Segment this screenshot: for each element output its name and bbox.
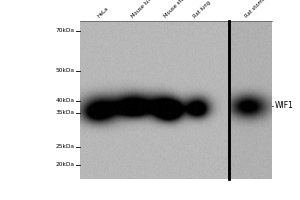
Text: 20kDa: 20kDa: [56, 162, 75, 168]
Text: Mouse stomach: Mouse stomach: [163, 0, 196, 19]
Text: Mouse lung: Mouse lung: [130, 0, 155, 19]
Text: WIF1: WIF1: [274, 102, 293, 110]
Text: 50kDa: 50kDa: [56, 68, 75, 73]
Text: Rat lung: Rat lung: [193, 0, 212, 19]
Text: 40kDa: 40kDa: [56, 98, 75, 104]
Text: HeLa: HeLa: [97, 6, 110, 19]
Bar: [230, 21, 272, 179]
Text: Rat stomach: Rat stomach: [244, 0, 271, 19]
Bar: [80, 21, 228, 179]
Text: 25kDa: 25kDa: [56, 144, 75, 150]
Text: 70kDa: 70kDa: [56, 28, 75, 33]
Text: 35kDa: 35kDa: [56, 110, 75, 116]
